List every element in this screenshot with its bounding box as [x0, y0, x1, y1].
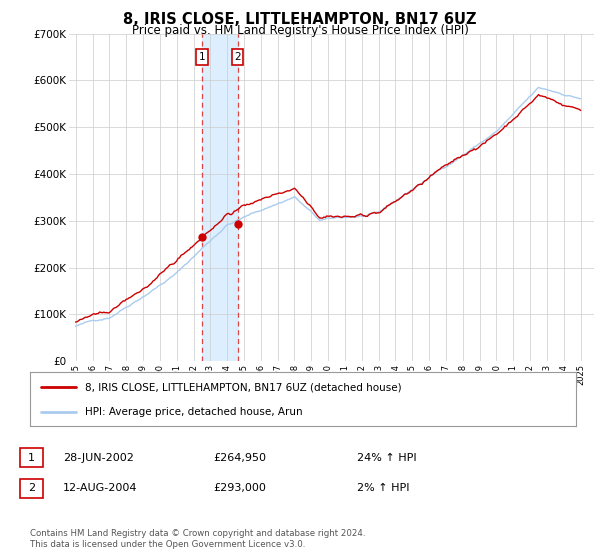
Text: 8, IRIS CLOSE, LITTLEHAMPTON, BN17 6UZ (detached house): 8, IRIS CLOSE, LITTLEHAMPTON, BN17 6UZ (…: [85, 382, 401, 393]
Text: 1: 1: [199, 52, 205, 62]
Text: £264,950: £264,950: [213, 452, 266, 463]
Text: £293,000: £293,000: [213, 483, 266, 493]
Text: Contains HM Land Registry data © Crown copyright and database right 2024.
This d: Contains HM Land Registry data © Crown c…: [30, 529, 365, 549]
Text: 12-AUG-2004: 12-AUG-2004: [63, 483, 137, 493]
Text: 24% ↑ HPI: 24% ↑ HPI: [357, 452, 416, 463]
Text: 1: 1: [28, 452, 35, 463]
Text: 2: 2: [234, 52, 241, 62]
Bar: [202, 34, 238, 361]
Text: 2: 2: [28, 483, 35, 493]
Text: 28-JUN-2002: 28-JUN-2002: [63, 452, 134, 463]
Text: Price paid vs. HM Land Registry's House Price Index (HPI): Price paid vs. HM Land Registry's House …: [131, 24, 469, 36]
Text: HPI: Average price, detached house, Arun: HPI: Average price, detached house, Arun: [85, 407, 302, 417]
Text: 2% ↑ HPI: 2% ↑ HPI: [357, 483, 409, 493]
Text: 8, IRIS CLOSE, LITTLEHAMPTON, BN17 6UZ: 8, IRIS CLOSE, LITTLEHAMPTON, BN17 6UZ: [123, 12, 477, 27]
